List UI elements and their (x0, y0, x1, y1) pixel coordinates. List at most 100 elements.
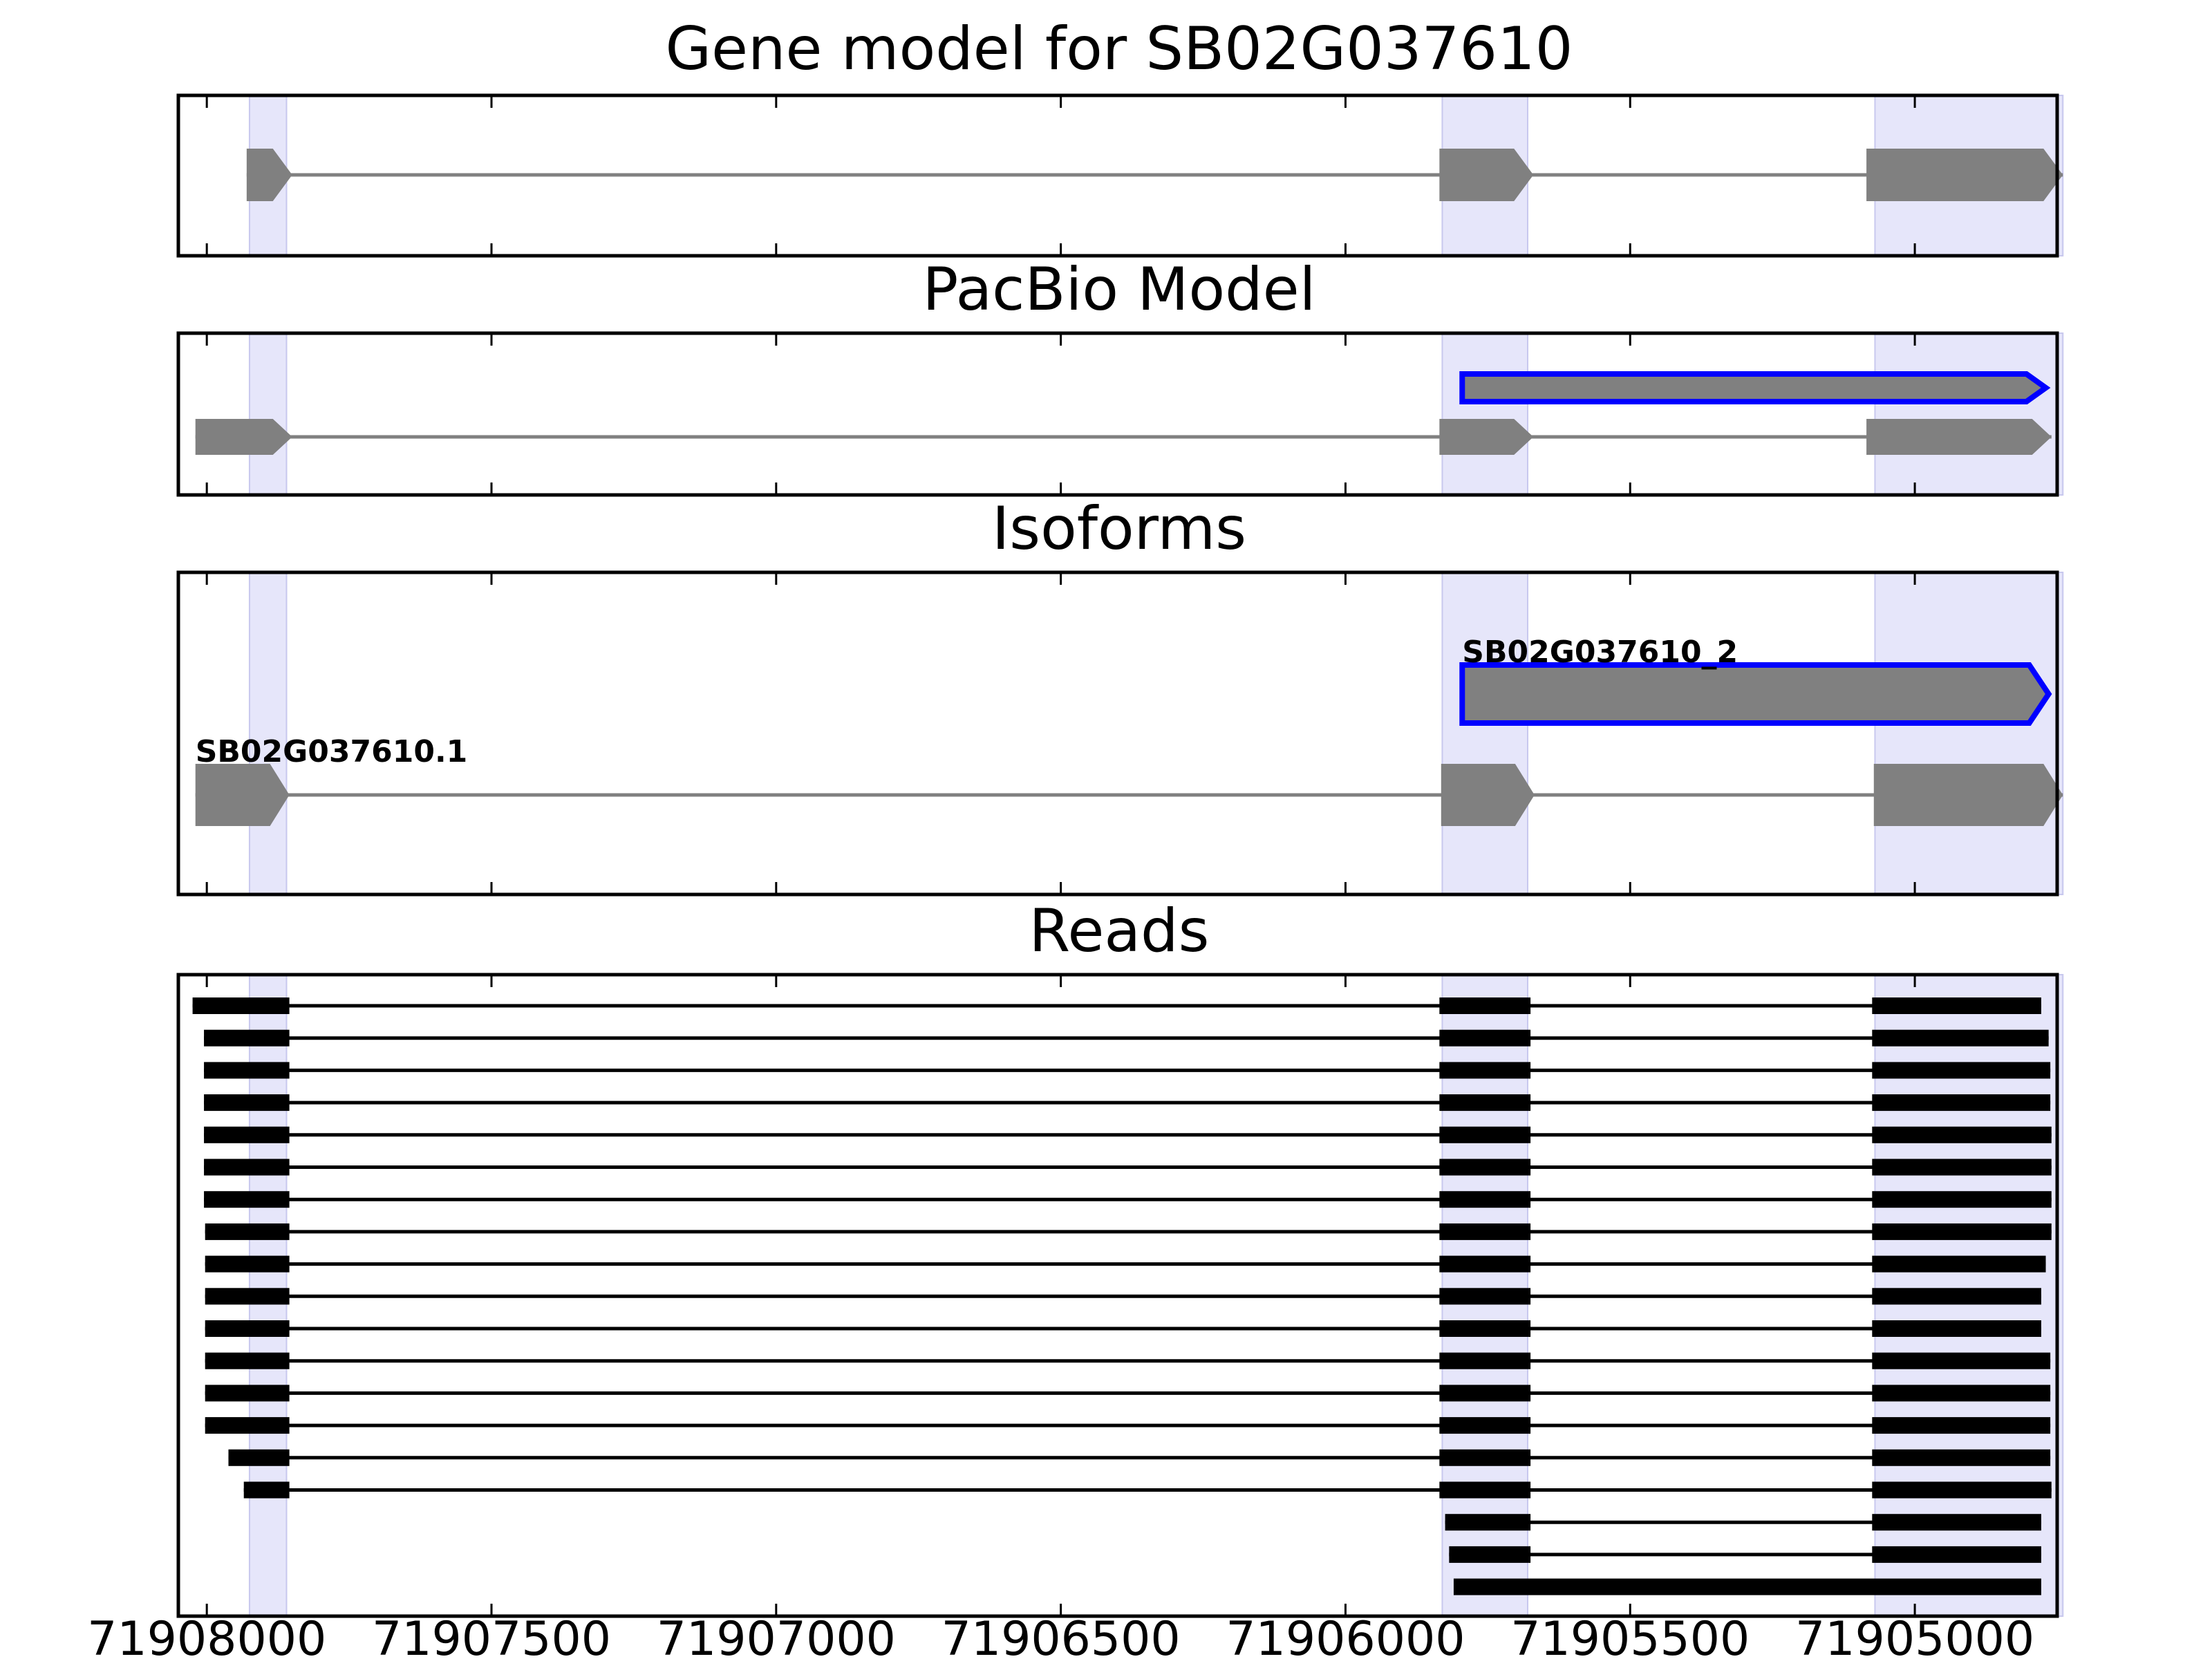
read-exon (228, 1449, 290, 1466)
read-exon (205, 1417, 290, 1434)
read-exon (205, 1352, 290, 1369)
x-tick-label: 71905500 (1510, 1612, 1750, 1659)
x-tick-label: 71908000 (87, 1612, 326, 1659)
read-exon (1872, 1191, 2052, 1208)
read-exon (1872, 1481, 2052, 1499)
panel-gene_model: Gene model for SB02G037610 (176, 15, 2064, 258)
read (228, 1449, 2051, 1466)
highlight-band (248, 332, 288, 496)
read-exon (204, 1062, 290, 1079)
panel-title: Reads (1029, 897, 1210, 966)
read-exon (1872, 1159, 2052, 1176)
read-exon (1439, 1417, 1531, 1434)
read (1449, 1546, 2041, 1563)
read-exon (204, 1191, 290, 1208)
exon (246, 149, 292, 201)
panel-title: Gene model for SB02G037610 (666, 15, 1573, 84)
x-tick-label: 71907000 (657, 1612, 896, 1659)
x-tick-label: 71906000 (1226, 1612, 1465, 1659)
read-exon (205, 1320, 290, 1337)
exon (1439, 149, 1534, 201)
read-exon (1872, 1449, 2051, 1466)
read-exon (1439, 997, 1531, 1014)
read-exon (1439, 1062, 1531, 1079)
isoform-label: SB02G037610.1 (196, 734, 468, 769)
panel-title: PacBio Model (922, 255, 1315, 324)
read (205, 1417, 2051, 1434)
read-exon (1872, 997, 2041, 1014)
read-exon (1439, 1449, 1531, 1466)
read (205, 1320, 2041, 1337)
read (205, 1223, 2052, 1240)
read (243, 1481, 2052, 1499)
read (192, 997, 2041, 1014)
read-exon (1872, 1223, 2052, 1240)
read (1453, 1578, 2041, 1595)
pacbio-exon (195, 419, 292, 455)
read-exon (204, 1094, 290, 1112)
read (205, 1288, 2041, 1305)
highlight-band (1441, 332, 1529, 496)
read (204, 1094, 2051, 1112)
read-exon (1872, 1094, 2051, 1112)
read (204, 1191, 2052, 1208)
read (205, 1385, 2051, 1402)
panel-pacbio: PacBio Model (176, 255, 2064, 497)
read-exon (1439, 1255, 1531, 1273)
read-exon (1439, 1159, 1531, 1176)
read-exon (1872, 1126, 2052, 1143)
axes-frame (176, 973, 2059, 1618)
read-exon (205, 1223, 290, 1240)
read-exon (1872, 1320, 2041, 1337)
read-exon (1872, 1255, 2046, 1273)
x-tick-label: 71905000 (1795, 1612, 2034, 1659)
axes-frame (176, 570, 2059, 897)
read-exon (1439, 1191, 1531, 1208)
read-exon (1872, 1385, 2051, 1402)
read-exon (204, 1159, 290, 1176)
axes-frame (176, 93, 2059, 258)
read (1445, 1514, 2041, 1531)
isoform-exon (1459, 662, 2052, 726)
highlight-band (248, 572, 288, 895)
read-exon (1439, 1320, 1531, 1337)
read-exon (205, 1288, 290, 1305)
read-exon (204, 1029, 290, 1047)
read-exon (1439, 1223, 1531, 1240)
read (204, 1159, 2052, 1176)
read-exon (205, 1385, 290, 1402)
read-exon (1439, 1481, 1531, 1499)
isoform-exon (1441, 764, 1535, 826)
axes-frame (176, 331, 2059, 497)
read (205, 1255, 2046, 1273)
read-exon (1439, 1094, 1531, 1112)
isoform-exon (195, 764, 290, 826)
read (204, 1029, 2049, 1047)
x-tick-label: 71906500 (941, 1612, 1181, 1659)
x-axis-tick-labels: 71908000 71907500 71907000 71906500 71906000… (87, 1612, 2034, 1659)
read-exon (192, 997, 290, 1014)
read-exon (1439, 1126, 1531, 1143)
panel-title: Isoforms (992, 494, 1246, 563)
panel-reads: Reads (176, 897, 2064, 1618)
pacbio-exon (1439, 419, 1534, 455)
read-exon (1439, 1385, 1531, 1402)
read-exon (1872, 1062, 2051, 1079)
panel-isoforms: Isoforms SB02G037610.1 SB02G037610_2 (176, 494, 2064, 897)
read-exon (1872, 1417, 2051, 1434)
read (205, 1352, 2051, 1369)
read-exon (243, 1481, 290, 1499)
read-exon (205, 1255, 290, 1273)
read-exon (1445, 1514, 1531, 1531)
highlight-band (1874, 572, 2064, 895)
exon (1866, 149, 2063, 201)
highlight-band (1441, 572, 1529, 895)
pacbio-exon (1459, 371, 2051, 404)
read-exon (1439, 1352, 1531, 1369)
x-tick-label: 71907500 (372, 1612, 611, 1659)
panels-layer: Gene model for SB02G037610 PacBio Model Is… (176, 15, 2064, 1618)
read-exon (1872, 1546, 2041, 1563)
read-exon (1439, 1288, 1531, 1305)
highlight-band (1874, 332, 2064, 496)
